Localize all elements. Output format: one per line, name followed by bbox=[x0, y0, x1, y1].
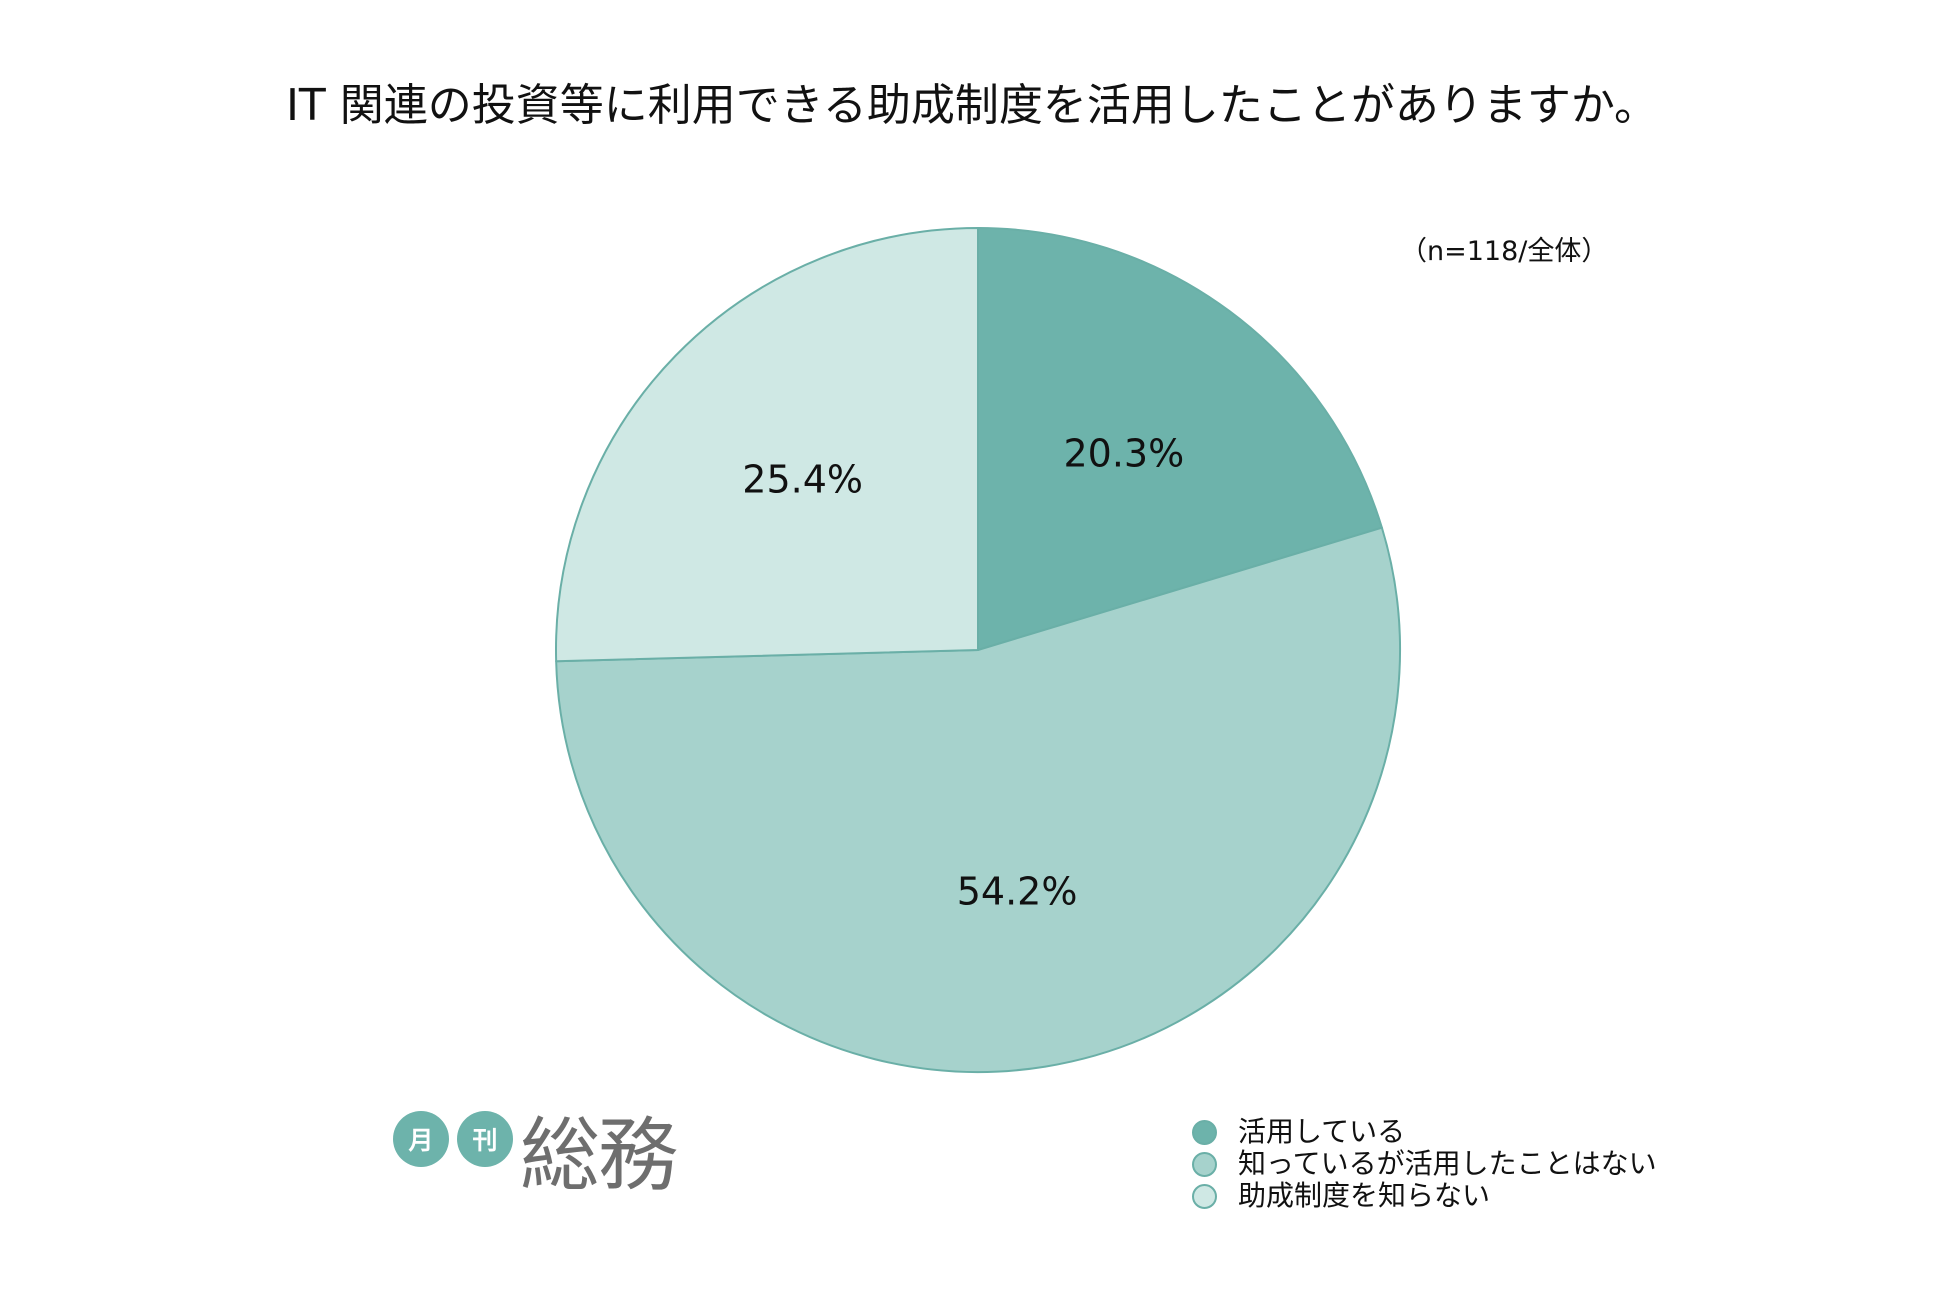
logo-wordmark: 総務 bbox=[520, 1109, 678, 1202]
logo-badge-issue: 刊 bbox=[457, 1111, 513, 1167]
sample-size-note: （n=118/全体） bbox=[1400, 236, 1609, 267]
slice-value-label-1: 20.3% bbox=[1063, 431, 1184, 475]
legend-swatch bbox=[1192, 1183, 1217, 1209]
legend-item: 知っているが活用したことはない bbox=[1192, 1148, 1657, 1180]
pie-slice-1 bbox=[977, 227, 1383, 651]
legend-label: 助成制度を知らない bbox=[1238, 1179, 1491, 1212]
legend-item: 活用している bbox=[1192, 1116, 1657, 1148]
slice-value-label-2: 54.2% bbox=[957, 870, 1078, 914]
legend-swatch bbox=[1192, 1119, 1217, 1145]
legend-swatch bbox=[1192, 1151, 1217, 1177]
legend-label: 活用している bbox=[1238, 1115, 1406, 1148]
chart-title: IT 関連の投資等に利用できる助成制度を活用したことがありますか。 bbox=[285, 80, 1659, 131]
pie-slice-3 bbox=[555, 227, 979, 663]
logo-badge-month: 月 bbox=[393, 1111, 449, 1167]
legend-item: 助成制度を知らない bbox=[1192, 1180, 1657, 1212]
legend-label: 知っているが活用したことはない bbox=[1238, 1147, 1657, 1180]
legend: 活用している 知っているが活用したことはない 助成制度を知らない bbox=[1192, 1116, 1657, 1212]
slice-value-label-3: 25.4% bbox=[742, 457, 863, 501]
pie-slice-2 bbox=[555, 526, 1401, 1073]
